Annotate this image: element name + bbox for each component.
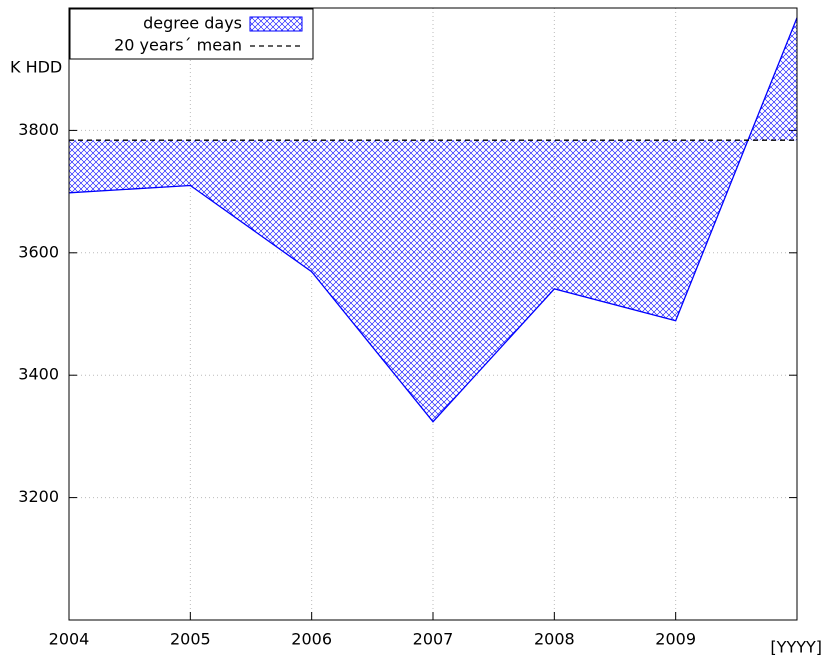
y-axis-label: K HDD [10, 58, 62, 77]
x-tick-label: 2005 [170, 630, 211, 649]
x-axis-label: [YYYY] [770, 638, 822, 657]
x-tick-label: 2008 [534, 630, 575, 649]
x-tick-label: 2004 [49, 630, 90, 649]
y-tick-label: 3200 [18, 487, 59, 506]
y-tick-label: 3600 [18, 242, 59, 261]
data-line [68, 17, 798, 423]
y-tick-label: 3400 [18, 365, 59, 384]
legend-swatch [249, 16, 303, 32]
plot-frame [68, 7, 798, 621]
x-tick-label: 2006 [291, 630, 332, 649]
x-tick-label: 2007 [413, 630, 454, 649]
x-tick-label: 2009 [655, 630, 696, 649]
y-tick-label: 3800 [18, 120, 59, 139]
legend-label: degree days [143, 14, 242, 33]
legend: degree days 20 years´ mean [69, 8, 314, 60]
area-fill [69, 17, 797, 422]
legend-label: 20 years´ mean [114, 36, 242, 55]
